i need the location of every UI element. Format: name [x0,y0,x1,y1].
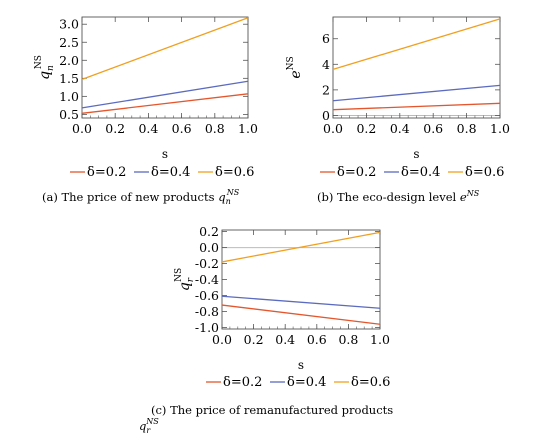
series-line-3 [332,18,501,71]
caption: (c) The price of remanufactured products [151,403,393,417]
caption-math-sub: r [146,426,151,435]
x-tick-label: 0.4 [390,121,410,136]
plot-frame [332,16,501,119]
legend-entry-3: δ=0.6 [465,165,504,180]
series-line-2 [81,80,249,109]
y-label-sup: NS [286,56,296,70]
x-tick-label: 0.8 [338,332,358,347]
x-tick-label: 0.2 [105,121,125,136]
series-line-2 [221,295,381,309]
y-axis-label: qnNS [34,55,56,80]
caption-text: (c) The price of remanufactured products [151,403,393,417]
y-tick-label: 1.0 [59,89,79,104]
y-tick-label: -0.4 [195,272,219,287]
chart-panel-3: 0.0 0.2 0.4 0.6 0.8 1.00.20.0-0.2-0.4-0.6-0.8… [139,224,393,435]
y-tick-label: -0.8 [195,304,219,319]
caption: (b) The eco-design level eNS [317,189,480,204]
y-tick-label: 0.5 [59,107,79,122]
legend-entry-1: δ=0.2 [223,375,262,390]
caption-math-base: q [139,419,146,433]
y-tick-label: 1.5 [59,71,79,86]
y-tick-label: -0.6 [195,288,219,303]
caption-math-sup: NS [226,188,240,197]
x-tick-label: 0.8 [457,121,477,136]
chart-panel-1: 0.0 0.2 0.4 0.6 0.8 1.00.51.01.52.02.53.0sqnN… [34,16,258,206]
x-axis-label: s [298,358,304,372]
series-line-3 [81,17,249,81]
caption-math-base: q [218,190,225,204]
x-tick-label: 0.0 [72,121,92,136]
y-tick-label: 2.0 [59,53,79,68]
legend-entry-1: δ=0.2 [337,165,376,180]
legend-entry-2: δ=0.4 [151,165,190,180]
y-tick-label: 2 [322,82,330,97]
caption-math-sup: NS [145,417,159,426]
x-tick-label: 0.0 [323,121,343,136]
x-tick-label: 0.6 [172,121,192,136]
x-tick-label: 0.2 [244,332,264,347]
y-axis-label: qrNS [174,268,196,291]
caption-math-sub: n [226,197,231,206]
x-tick-label: 0.8 [205,121,225,136]
y-tick-label: 4 [322,57,330,72]
legend: δ=0.2 δ=0.4 δ=0.6 [320,165,504,180]
x-tick-label: 1.0 [490,121,510,136]
y-label-sup: NS [174,268,184,282]
y-label-base: q [37,71,53,80]
legend-entry-3: δ=0.6 [215,165,254,180]
y-tick-label: 6 [322,31,330,46]
series-line-1 [81,93,249,114]
caption-text: (a) The price of new products [42,190,218,204]
legend-entry-3: δ=0.6 [351,375,390,390]
y-tick-label: 0.2 [199,224,219,239]
x-tick-label: 0.4 [138,121,158,136]
caption: (a) The price of new products qnNS [42,188,240,206]
y-label-sub: r [186,277,196,282]
x-tick-label: 0.4 [275,332,295,347]
series-line-3 [221,231,381,263]
x-tick-label: 0.2 [356,121,376,136]
x-tick-label: 0.0 [212,332,232,347]
y-tick-label: 3.0 [59,17,79,32]
x-tick-label: 1.0 [238,121,258,136]
caption-text: (b) The eco-design level [317,190,460,204]
y-label-sup: NS [34,55,44,69]
y-tick-label: 0 [322,108,330,123]
legend-entry-2: δ=0.4 [287,375,326,390]
y-label-sub: n [46,65,56,71]
series-line-2 [332,84,501,102]
legend-entry-1: δ=0.2 [87,165,126,180]
x-axis-label: s [162,147,168,161]
y-tick-label: 0.0 [199,240,219,255]
y-tick-label: -0.2 [195,256,219,271]
x-axis-label: s [413,147,419,161]
x-tick-label: 1.0 [370,332,390,347]
legend: δ=0.2 δ=0.4 δ=0.6 [206,375,390,390]
y-tick-label: -1.0 [195,320,219,335]
x-tick-label: 0.6 [423,121,443,136]
series-line-1 [221,304,381,325]
x-tick-label: 0.6 [307,332,327,347]
caption-math-sup: NS [466,189,480,198]
y-label-base: q [177,282,193,291]
y-label-base: e [288,70,304,78]
series-line-1 [332,102,501,111]
plot-frame [81,16,249,119]
y-tick-label: 2.5 [59,35,79,50]
legend: δ=0.2 δ=0.4 δ=0.6 [70,165,254,180]
caption-math-base: e [460,190,467,204]
caption-line-2: qrNS [139,417,159,435]
y-axis-label: eNS [286,56,304,78]
legend-entry-2: δ=0.4 [401,165,440,180]
